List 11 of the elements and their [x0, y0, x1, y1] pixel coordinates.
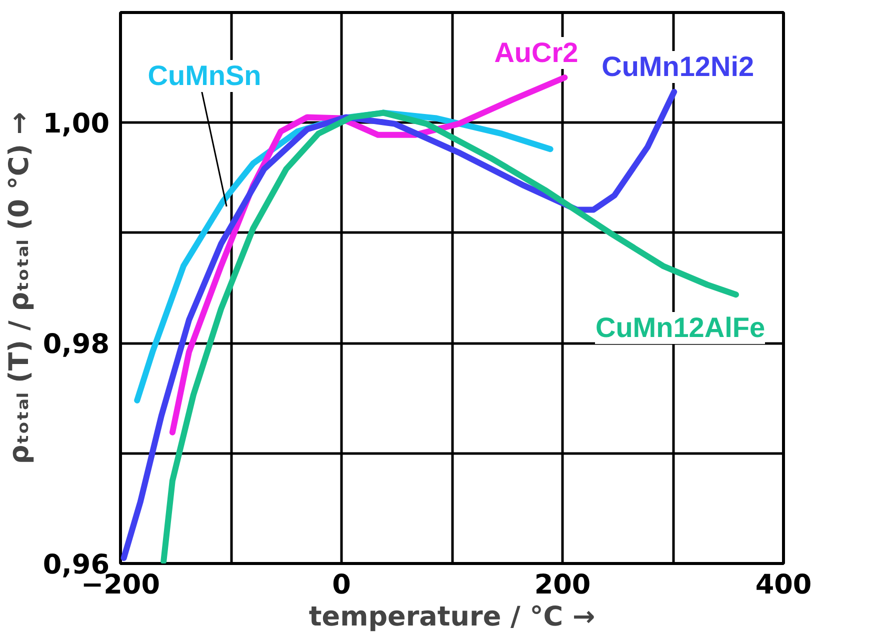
- x-tick-label: 400: [755, 570, 812, 600]
- series-label: CuMnSn: [148, 60, 262, 92]
- x-axis-title: temperature / °C →: [308, 602, 596, 632]
- y-tick-label: 1,00: [42, 108, 110, 140]
- x-tick-label: 0: [332, 570, 351, 600]
- y-tick-label: 0,98: [42, 329, 110, 360]
- series-label: CuMn12Ni2: [602, 51, 754, 84]
- series-label: AuCr2: [494, 37, 578, 70]
- y-axis-title: ρₜₒₜₐₗ (T) / ρₜₒₜₐₗ (0 °C) →: [4, 112, 35, 464]
- x-tick-label: 200: [534, 570, 591, 600]
- series-label: CuMn12AlFe: [595, 312, 766, 344]
